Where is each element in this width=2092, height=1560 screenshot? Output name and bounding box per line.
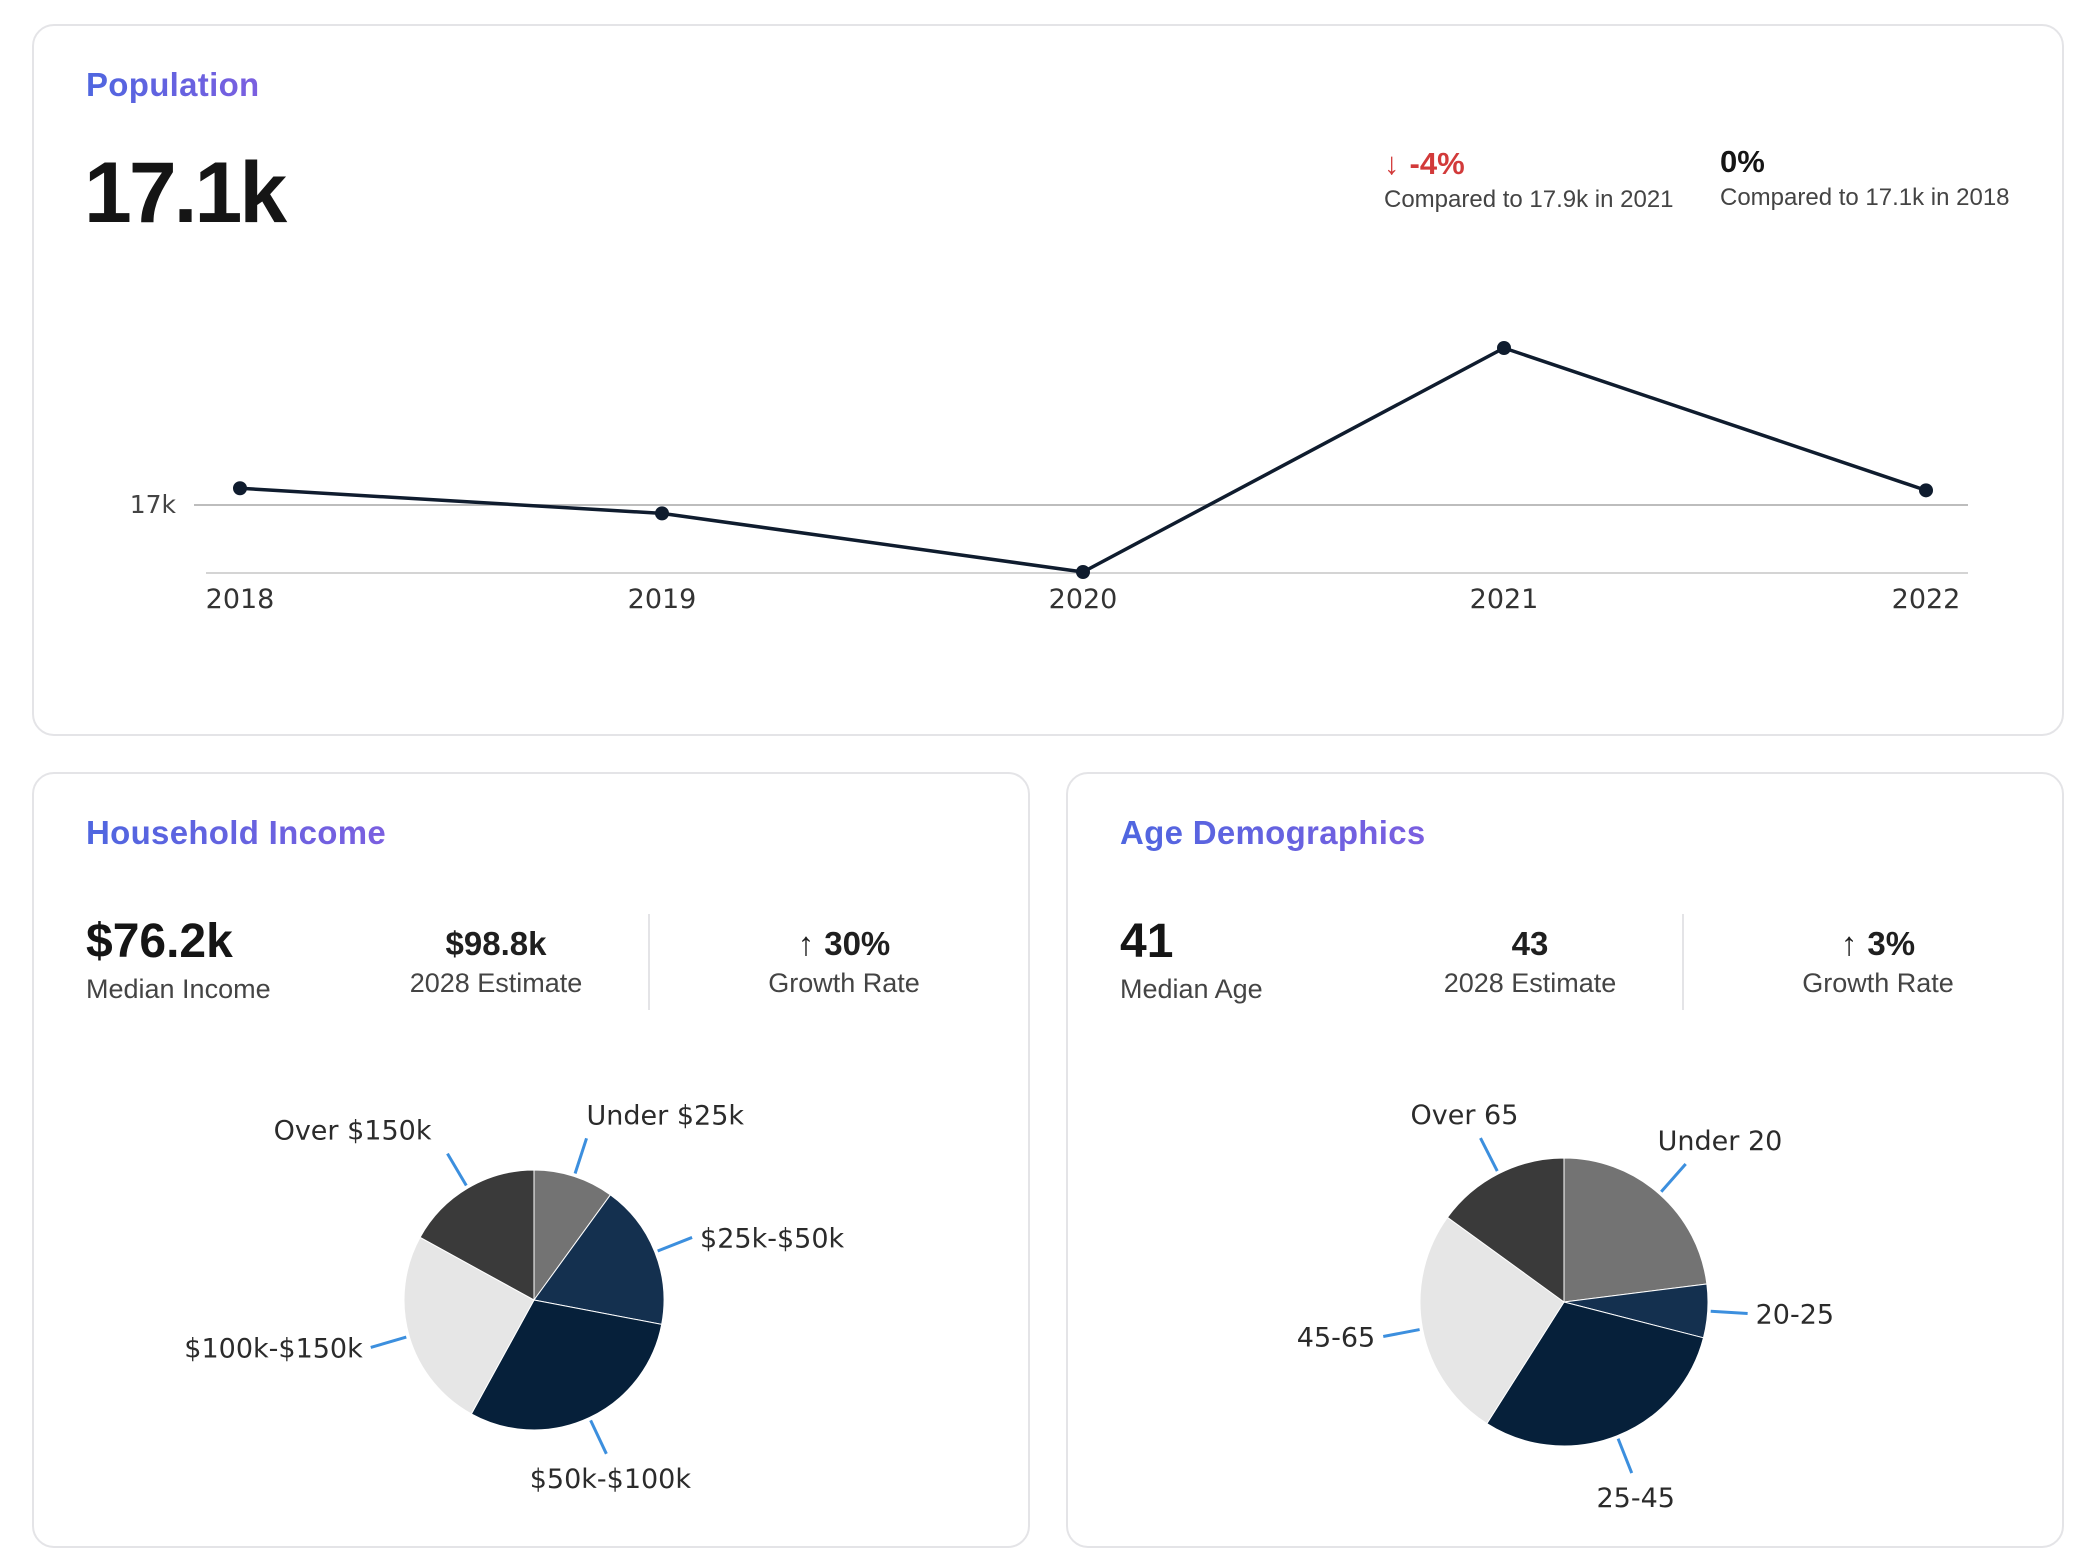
pie-label: Over $150k	[274, 1116, 432, 1147]
median-income-value: $76.2k	[86, 915, 233, 968]
pie-label: Under $25k	[587, 1100, 745, 1131]
pie-slice-3	[403, 1236, 535, 1415]
population-compare-2021: ↓ -4% Compared to 17.9k in 2021	[1384, 144, 1674, 214]
pie-slice-0	[1563, 1157, 1708, 1303]
compare-2018-value: 0%	[1720, 144, 1765, 179]
pie-label: $100k-$150k	[184, 1333, 363, 1364]
household-income-pie-chart: Under $25k $25k-$50k $50k-$100k $100k-$150k…	[184, 1100, 844, 1495]
pie-label: 25-45	[1597, 1483, 1675, 1514]
arrow-down-icon: ↓	[1384, 146, 1400, 181]
data-point-2018	[233, 481, 247, 496]
pie-slice-2	[470, 1299, 663, 1431]
pie-label: 20-25	[1756, 1300, 1834, 1331]
compare-2018-label: Compared to 17.1k in 2018	[1720, 184, 2010, 211]
arrow-up-icon: ↑	[1840, 925, 1858, 962]
age-growth-value: 3%	[1867, 925, 1916, 962]
age-growth-label: Growth Rate	[1802, 968, 1954, 998]
income-growth-metric: ↑ 30% Growth Rate	[714, 924, 974, 999]
pie-slice-0	[533, 1169, 612, 1302]
pie-slice-1	[533, 1194, 665, 1325]
pie-slice-2	[1486, 1301, 1705, 1447]
household-income-card: Household Income $76.2k Median Income $9…	[32, 772, 1030, 1548]
median-age-label: Median Age	[1120, 974, 1263, 1004]
age-estimate-value: 43	[1511, 925, 1549, 962]
x-tick-label-2019: 2019	[628, 584, 697, 615]
age-estimate-label: 2028 Estimate	[1443, 968, 1617, 998]
pie-slice-4	[1446, 1157, 1565, 1303]
pie-label: Under 20	[1658, 1126, 1783, 1157]
pie-leader-line	[657, 1236, 693, 1253]
pie-label: Over 65	[1411, 1100, 1519, 1131]
pie-leader-line	[1660, 1162, 1687, 1193]
pie-leader-line	[573, 1137, 588, 1174]
median-income-metric: $76.2k Median Income	[86, 914, 271, 1005]
income-growth-label: Growth Rate	[768, 968, 920, 998]
data-point-2021	[1497, 341, 1511, 355]
income-estimate-value: $98.8k	[445, 925, 547, 962]
median-age-value: 41	[1120, 915, 1174, 968]
household-income-title: Household Income	[86, 814, 386, 851]
income-estimate-metric: $98.8k 2028 Estimate	[368, 924, 624, 999]
population-series-line	[239, 346, 1927, 574]
metric-divider	[648, 914, 650, 1010]
y-tick-label: 17k	[130, 490, 177, 519]
pie-leader-line	[589, 1419, 608, 1455]
compare-2021-label: Compared to 17.9k in 2021	[1384, 186, 1674, 213]
income-estimate-label: 2028 Estimate	[409, 968, 583, 998]
income-growth-value: 30%	[824, 925, 891, 962]
pie-slice-4	[419, 1169, 535, 1301]
pie-leader-line	[446, 1152, 468, 1187]
x-tick-label-2018: 2018	[206, 584, 275, 615]
age-demographics-title: Age Demographics	[1120, 814, 1426, 851]
population-title: Population	[86, 66, 260, 103]
data-point-2019	[655, 506, 669, 521]
median-age-metric: 41 Median Age	[1120, 914, 1263, 1005]
age-demographics-card: Age Demographics 41 Median Age 43 2028 E…	[1066, 772, 2064, 1548]
pie-slice-3	[1419, 1216, 1565, 1425]
population-card: Population 17.1k ↓ -4% Compared to 17.9k …	[32, 24, 2064, 736]
x-tick-label-2021: 2021	[1470, 584, 1539, 615]
pie-label: $50k-$100k	[530, 1464, 692, 1495]
pie-leader-line	[1616, 1438, 1634, 1474]
pie-leader-line	[370, 1335, 407, 1349]
x-tick-label-2022: 2022	[1892, 584, 1961, 615]
population-compare-2018: 0% Compared to 17.1k in 2018	[1720, 142, 2010, 212]
x-tick-label-2020: 2020	[1049, 584, 1118, 615]
pie-leader-line	[1710, 1309, 1748, 1316]
pie-label: $25k-$50k	[700, 1223, 844, 1254]
compare-2021-value: -4%	[1409, 146, 1465, 181]
data-point-2022	[1919, 483, 1933, 498]
age-estimate-metric: 43 2028 Estimate	[1402, 924, 1658, 999]
age-growth-metric: ↑ 3% Growth Rate	[1748, 924, 2008, 999]
metric-divider	[1682, 914, 1684, 1010]
median-income-label: Median Income	[86, 974, 271, 1004]
pie-leader-line	[1382, 1328, 1420, 1338]
pie-leader-line	[1479, 1137, 1499, 1172]
data-point-2020	[1076, 565, 1090, 579]
population-value: 17.1k	[84, 145, 287, 241]
age-demographics-pie-chart: Under 20 20-25 25-45 45-65 Over 65	[1297, 1100, 1834, 1514]
arrow-up-icon: ↑	[797, 925, 815, 962]
population-line-chart: 17k 2018 2019 2020 2021 2022	[130, 341, 1968, 615]
pie-label: 45-65	[1297, 1322, 1375, 1353]
